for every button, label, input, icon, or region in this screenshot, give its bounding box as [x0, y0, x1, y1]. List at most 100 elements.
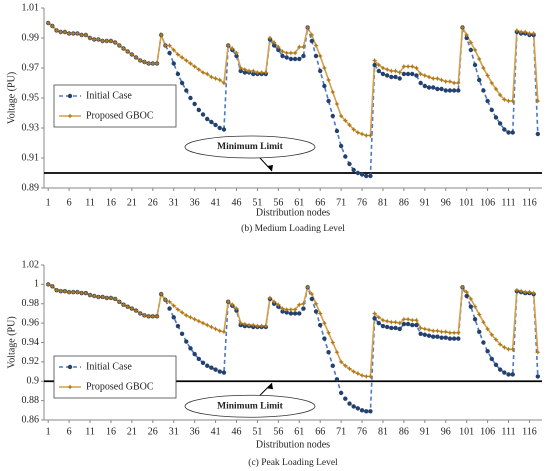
marker [355, 129, 361, 136]
marker [481, 340, 486, 345]
marker [321, 320, 327, 326]
x-tick-label: 81 [378, 426, 388, 437]
marker [506, 130, 511, 135]
marker [397, 69, 403, 76]
marker [439, 335, 444, 340]
marker [175, 306, 181, 313]
marker [129, 51, 135, 58]
x-tick-label: 16 [106, 426, 116, 437]
marker [275, 44, 281, 50]
marker [166, 299, 173, 305]
marker [154, 313, 160, 319]
x-tick-label: 86 [399, 426, 409, 437]
marker [502, 127, 507, 132]
marker [79, 290, 85, 296]
marker [288, 56, 294, 62]
marker [300, 44, 307, 50]
marker [167, 306, 172, 311]
x-tick-label: 56 [273, 426, 283, 437]
x-tick-label: 21 [127, 426, 137, 437]
marker [364, 409, 369, 414]
marker [451, 330, 457, 336]
marker [166, 42, 173, 49]
marker [426, 327, 432, 333]
marker [87, 35, 93, 41]
x-tick-label: 86 [399, 197, 409, 208]
marker [363, 373, 369, 380]
annotation: Minimum Limit [217, 401, 284, 411]
marker [58, 29, 64, 35]
marker [205, 116, 210, 122]
marker [422, 326, 428, 332]
legend-label: Proposed GBOC [86, 110, 154, 121]
marker [480, 65, 487, 71]
marker [204, 71, 210, 77]
marker [497, 341, 503, 348]
marker [477, 77, 482, 83]
marker [535, 374, 541, 379]
marker [196, 66, 202, 73]
marker [141, 312, 148, 318]
marker [238, 65, 244, 71]
marker [267, 295, 273, 301]
marker [146, 60, 152, 67]
marker [393, 325, 398, 331]
marker [183, 57, 189, 64]
marker [179, 331, 185, 336]
x-tick-label: 36 [190, 426, 200, 437]
x-tick-label: 81 [378, 197, 388, 208]
marker [79, 32, 85, 38]
marker [67, 113, 73, 119]
marker [447, 330, 453, 336]
marker [70, 289, 76, 295]
marker [410, 322, 415, 328]
marker [455, 80, 461, 86]
marker [502, 370, 507, 375]
marker [451, 336, 457, 341]
marker [430, 328, 436, 334]
marker [506, 372, 511, 377]
marker [418, 331, 423, 336]
marker [476, 56, 482, 62]
y-tick-label: 0.96 [22, 317, 40, 328]
marker [439, 86, 444, 92]
marker [535, 131, 541, 137]
marker [116, 42, 122, 49]
annotation-ellipse [184, 135, 316, 159]
marker [66, 289, 72, 295]
marker [62, 29, 68, 35]
marker [472, 304, 478, 310]
marker [254, 69, 261, 76]
marker [522, 289, 528, 295]
marker [413, 65, 420, 71]
marker [74, 30, 81, 37]
marker [259, 323, 265, 329]
marker [87, 292, 93, 298]
x-tick-label: 101 [459, 426, 474, 437]
marker [192, 351, 197, 357]
marker [171, 303, 177, 309]
marker [263, 69, 269, 76]
x-tick-label: 61 [294, 197, 304, 208]
marker [355, 170, 361, 176]
marker [347, 401, 352, 406]
marker [405, 63, 411, 70]
marker [112, 296, 118, 302]
marker [380, 317, 386, 323]
y-tick-label: 0.91 [22, 152, 40, 163]
y-axis-label: Voltage (PU) [6, 72, 17, 124]
marker [313, 53, 319, 59]
marker [62, 288, 68, 294]
marker [505, 98, 512, 104]
marker [125, 304, 131, 310]
y-tick-label: 0.94 [22, 337, 40, 348]
marker [455, 330, 461, 336]
x-tick-label: 11 [85, 197, 95, 208]
marker [83, 290, 89, 296]
y-tick-label: 0.98 [22, 298, 40, 309]
marker [292, 50, 298, 56]
marker [276, 47, 281, 53]
x-tick-label: 91 [420, 197, 430, 208]
marker [150, 60, 156, 67]
marker [510, 130, 515, 135]
